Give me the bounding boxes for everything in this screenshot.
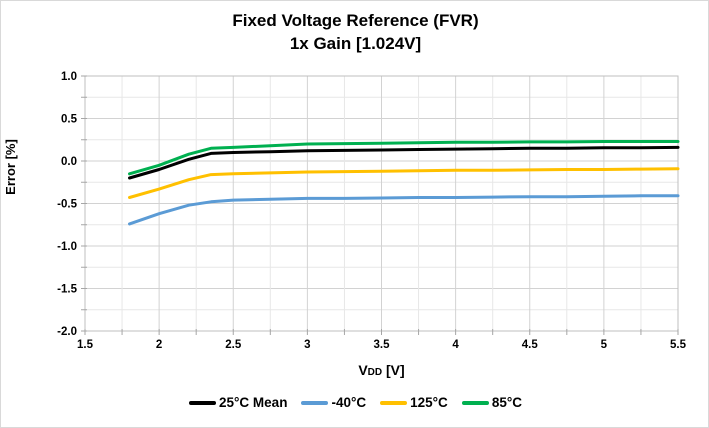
series-line-85-c — [128, 140, 680, 176]
x-tick-label: 5 — [601, 339, 608, 351]
series-line--40-c — [128, 194, 680, 226]
legend-item: -40°C — [301, 395, 366, 411]
chart-title-line2: 1x Gain [1.024V] — [289, 34, 422, 53]
y-tick-label: -0.5 — [57, 199, 77, 211]
legend-label: 125°C — [410, 395, 448, 410]
x-tick-label: 4 — [452, 339, 459, 351]
legend: 25°C Mean -40°C 125°C 85°C — [1, 395, 708, 411]
legend-item: 125°C — [380, 395, 448, 411]
legend-label: 85°C — [491, 395, 522, 410]
y-tick-label: -1.5 — [57, 284, 77, 296]
x-axis-title-units: [V] — [382, 362, 405, 378]
chart-title-line1: Fixed Voltage Reference (FVR) — [232, 11, 479, 30]
legend-label: 25°C Mean — [219, 395, 288, 410]
series-line-25-c-mean — [128, 145, 680, 180]
chart-title: Fixed Voltage Reference (FVR) 1x Gain [1… — [1, 9, 708, 55]
x-axis-title-subscript: DD — [367, 367, 383, 378]
legend-label: -40°C — [331, 395, 367, 410]
legend-swatch — [461, 401, 489, 405]
y-tick-label: 0.0 — [61, 156, 77, 168]
x-tick-label: 3.5 — [374, 339, 391, 351]
x-tick-label: 3 — [304, 339, 310, 351]
legend-swatch — [301, 401, 329, 405]
legend-item: 85°C — [461, 395, 522, 411]
x-tick-label: 4.5 — [522, 339, 539, 351]
series-line-125-c — [128, 167, 680, 199]
x-tick-label: 2.5 — [225, 339, 242, 351]
x-axis-title: VDD [V] — [85, 362, 678, 378]
x-tick-label: 1.5 — [77, 339, 94, 351]
x-tick-label: 2 — [156, 339, 162, 351]
y-tick-label: 0.5 — [61, 114, 78, 126]
x-axis-title-main: V — [358, 362, 368, 378]
y-tick-label: 1.0 — [61, 71, 77, 83]
legend-swatch — [189, 401, 217, 405]
legend-swatch — [380, 401, 408, 405]
y-tick-label: -2.0 — [57, 326, 77, 338]
x-tick-label: 5.5 — [670, 339, 687, 351]
y-tick-label: -1.0 — [57, 241, 77, 253]
legend-item: 25°C Mean — [189, 395, 287, 411]
